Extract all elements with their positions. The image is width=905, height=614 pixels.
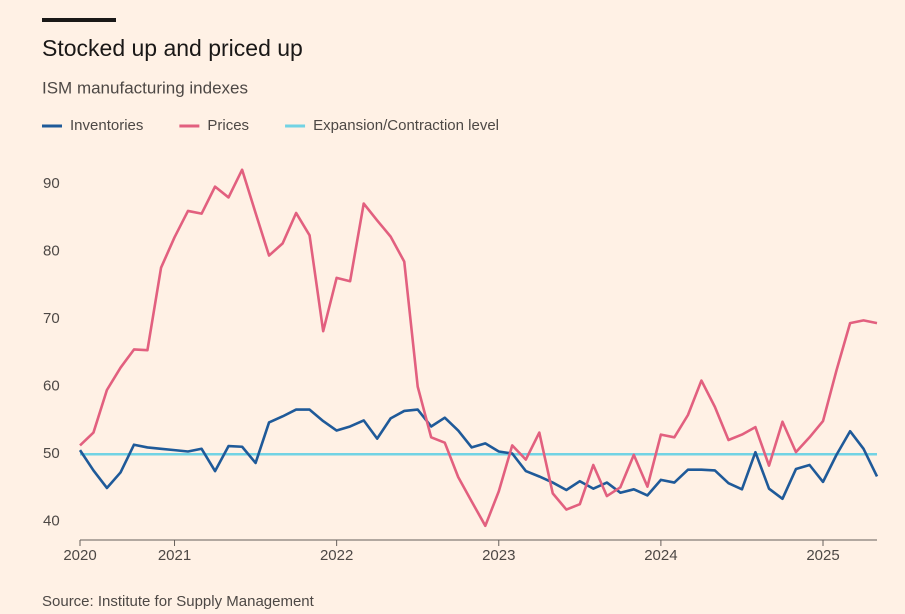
x-tick-label: 2020 (63, 547, 96, 564)
x-tick-label: 2022 (320, 547, 353, 564)
legend-label: Expansion/Contraction level (313, 117, 499, 134)
y-tick-label: 90 (43, 175, 60, 192)
source: Source: Institute for Supply Management (42, 593, 315, 610)
header-bar (42, 18, 116, 22)
y-tick-label: 80 (43, 242, 60, 259)
legend-label: Inventories (70, 117, 143, 134)
series-line (78, 408, 879, 501)
x-tick-label: 2021 (158, 547, 191, 564)
x-tick-label: 2025 (806, 547, 839, 564)
x-tick-label: 2023 (482, 547, 515, 564)
legend-label: Prices (207, 117, 249, 134)
x-tick-label: 2024 (644, 547, 677, 564)
y-tick-label: 70 (43, 310, 60, 327)
series-line (79, 168, 878, 528)
y-tick-label: 40 (43, 513, 60, 530)
chart-title: Stocked up and priced up (42, 35, 303, 61)
y-tick-label: 60 (43, 378, 60, 395)
chart-subtitle: ISM manufacturing indexes (42, 78, 248, 97)
y-tick-label: 50 (43, 445, 60, 462)
